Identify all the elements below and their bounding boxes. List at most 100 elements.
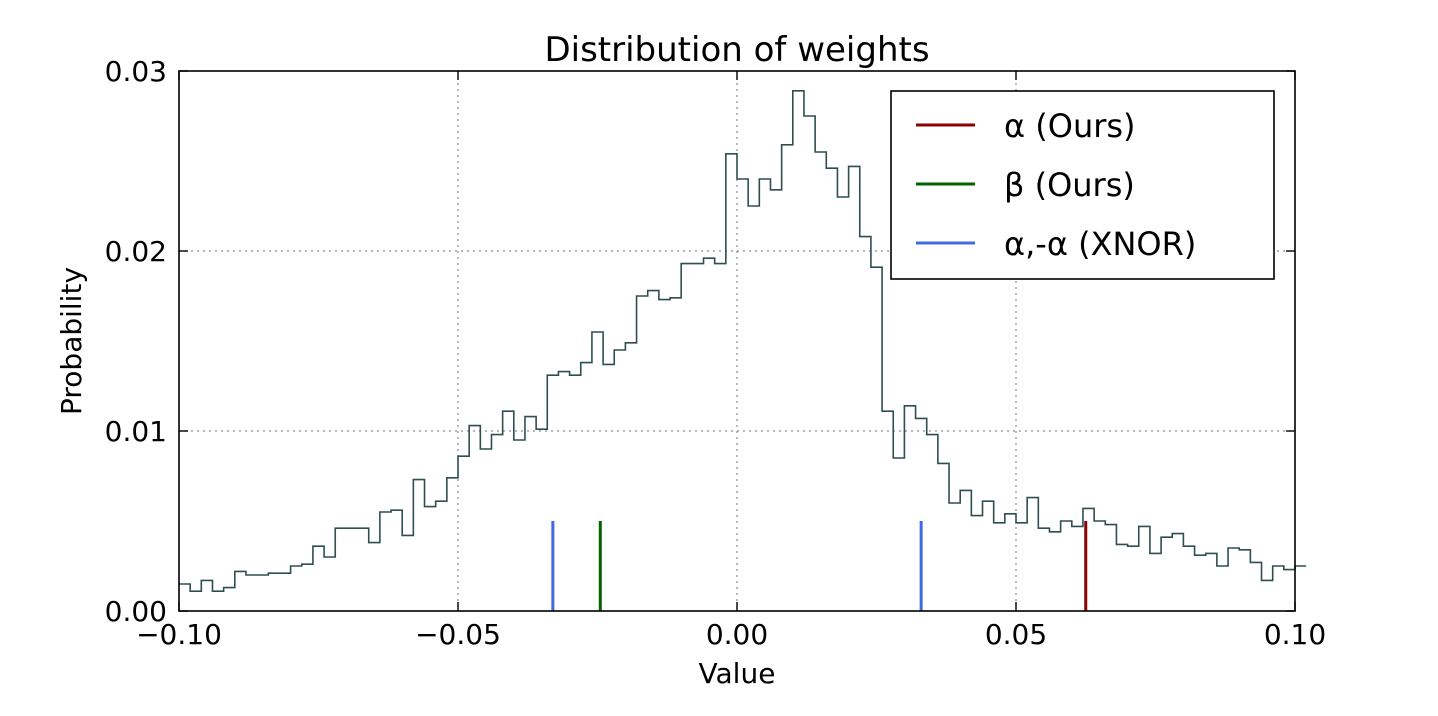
histogram-bin	[681, 264, 692, 611]
histogram-bin	[358, 528, 369, 611]
legend-label-beta-ours: β (Ours)	[1004, 166, 1135, 204]
x-axis-label: Value	[699, 657, 776, 690]
histogram-bin	[257, 575, 268, 611]
histogram-bin	[659, 300, 670, 611]
histogram-bin	[1239, 550, 1250, 611]
histogram-bin	[1049, 532, 1060, 611]
histogram-bin	[994, 523, 1005, 611]
histogram-bin	[313, 546, 324, 611]
histogram-bin	[837, 197, 848, 611]
x-tick-label: 0.05	[985, 618, 1047, 651]
histogram-bin	[447, 478, 458, 611]
histogram-bin	[971, 516, 982, 611]
histogram-bin	[770, 190, 781, 611]
histogram-outline	[179, 90, 1307, 592]
legend-label-alpha-xnor: α,-α (XNOR)	[1004, 225, 1196, 263]
histogram-bin	[380, 512, 391, 611]
chart-title: Distribution of weights	[544, 30, 929, 70]
marker-layer	[551, 521, 1088, 611]
histogram-bin	[1027, 498, 1038, 611]
histogram-bin	[715, 264, 726, 611]
histogram-bin	[871, 267, 882, 611]
histogram-bin	[391, 510, 402, 611]
histogram-bin	[1128, 546, 1139, 611]
histogram-bin	[938, 463, 949, 611]
y-tick-label: 0.01	[105, 415, 167, 448]
histogram-bin	[1016, 523, 1027, 611]
y-tick-label: 0.00	[105, 595, 167, 628]
histogram-bin	[726, 154, 737, 611]
histogram-bin	[224, 588, 235, 611]
histogram-bin	[949, 503, 960, 611]
legend: α (Ours) β (Ours) α,-α (XNOR)	[890, 90, 1275, 280]
histogram-bin	[1228, 548, 1239, 611]
histogram-bin	[1172, 534, 1183, 611]
histogram-bin	[782, 145, 793, 611]
histogram-bin	[302, 564, 313, 611]
histogram-bin	[503, 411, 514, 611]
histogram-bin	[793, 91, 804, 611]
histogram-bin	[291, 566, 302, 611]
histogram-bin	[1061, 521, 1072, 611]
legend-label-alpha-ours: α (Ours)	[1004, 107, 1136, 145]
histogram-bin	[960, 490, 971, 611]
histogram-bin	[1105, 525, 1116, 611]
histogram-bin	[402, 535, 413, 611]
histogram-bin	[458, 456, 469, 611]
histogram-bin	[815, 152, 826, 611]
histogram-bin	[570, 375, 581, 611]
histogram-bin	[1150, 553, 1161, 611]
histogram-bin	[893, 458, 904, 611]
y-tick-label: 0.03	[105, 55, 167, 88]
x-tick-label: 0.10	[1264, 618, 1326, 651]
histogram-bin	[279, 573, 290, 611]
y-tick-label: 0.02	[105, 235, 167, 268]
histogram-bin	[335, 528, 346, 611]
histogram-bin	[1217, 566, 1228, 611]
histogram-bin	[860, 237, 871, 611]
histogram-bin	[536, 429, 547, 611]
histogram-bin	[849, 166, 860, 611]
histogram-bin	[425, 507, 436, 611]
histogram-bin	[1038, 528, 1049, 611]
histogram-bin	[235, 571, 246, 611]
histogram-bin	[436, 501, 447, 611]
y-axis-label: Probability	[55, 267, 88, 415]
histogram-bin	[581, 363, 592, 611]
histogram-bin	[759, 179, 770, 611]
histogram-bin	[648, 291, 659, 611]
histogram-bin	[369, 543, 380, 611]
histogram-bin	[737, 179, 748, 611]
histogram-bin	[1250, 562, 1261, 611]
histogram-bin	[1183, 546, 1194, 611]
histogram-bin	[1072, 526, 1083, 611]
histogram-bin	[324, 557, 335, 611]
histogram-layer	[179, 90, 1307, 611]
histogram-bin	[346, 528, 357, 611]
histogram-bin	[201, 580, 212, 611]
histogram-bin	[491, 435, 502, 611]
histogram-bin	[927, 435, 938, 611]
histogram-bin	[1116, 544, 1127, 611]
histogram-bin	[558, 372, 569, 611]
histogram-bin	[1284, 570, 1295, 611]
histogram-bin	[1161, 537, 1172, 611]
histogram-bin	[179, 584, 190, 611]
histogram-bin	[212, 591, 223, 611]
histogram-bin	[514, 440, 525, 611]
histogram-bin	[704, 258, 715, 611]
histogram-bin	[603, 364, 614, 611]
histogram-bin	[670, 298, 681, 611]
histogram-bin	[246, 575, 257, 611]
x-tick-label: 0.00	[706, 618, 768, 651]
x-tick-label: −0.10	[136, 618, 222, 651]
histogram-bin	[826, 168, 837, 611]
histogram-bin	[1094, 521, 1105, 611]
histogram-bin	[1295, 566, 1306, 611]
histogram-bin	[614, 350, 625, 611]
histogram-bin	[480, 449, 491, 611]
histogram-bin	[413, 480, 424, 611]
histogram-bin	[904, 406, 915, 611]
histogram-bin	[1262, 580, 1273, 611]
